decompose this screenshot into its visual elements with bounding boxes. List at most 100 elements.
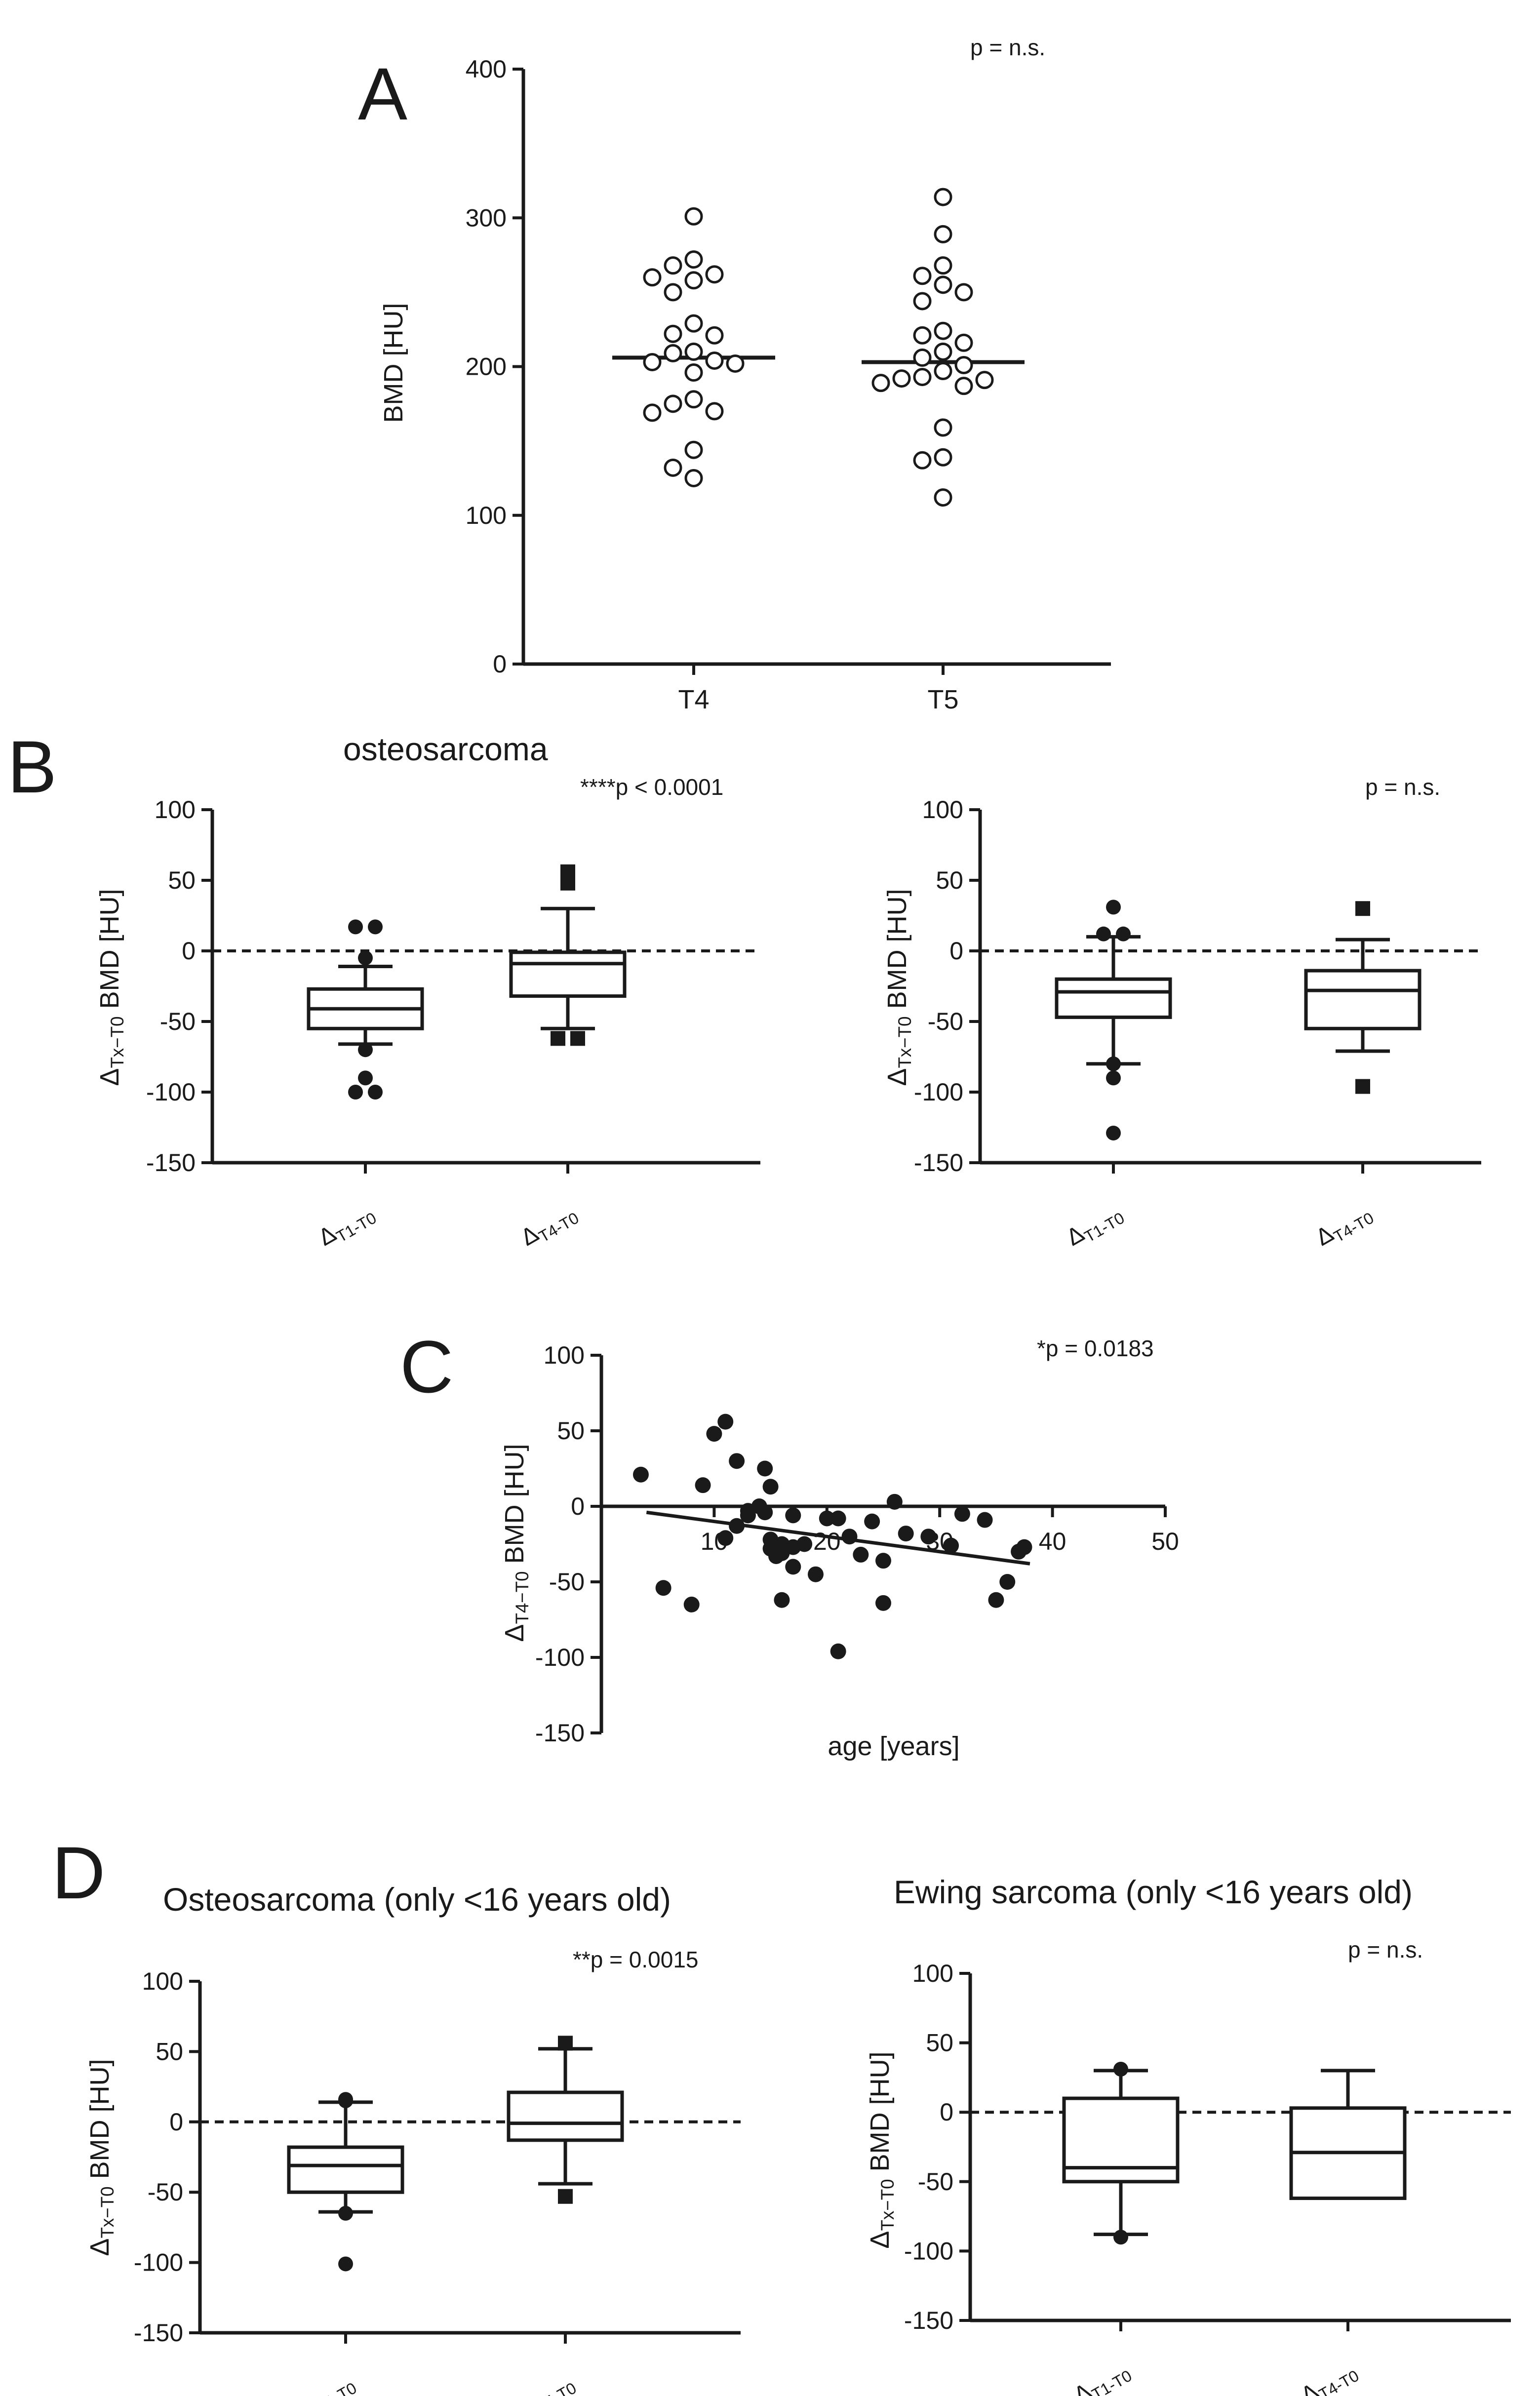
data-point [695,1477,711,1493]
data-point [683,1596,700,1612]
data-point [830,1643,846,1659]
panel-letter-c: C [400,1325,453,1408]
data-point [819,1510,835,1527]
outlier-point [570,1031,585,1046]
outlier-point [358,1042,373,1058]
panel-b-left: -150 -100 -50 0 50 100 osteosarcoma ****p < 0.0… [95,731,760,1254]
outlier-point [1106,1056,1121,1071]
y-tick-label: 0 [182,937,196,965]
x-axis-label: age [years] [828,1731,959,1761]
panel-title: Ewing sarcoma (only <16 years old) [894,1874,1413,1910]
data-point [684,390,703,409]
data-point [913,451,932,470]
outlier-point [368,919,383,935]
outlier-point [1106,1125,1121,1140]
y-tick-label: 0 [949,937,963,965]
data-point [934,225,952,243]
data-point [684,363,703,382]
data-point [934,362,952,381]
data-point [934,342,952,361]
y-axis-label: ΔT4−T0 BMD [HU] [500,1444,532,1642]
y-tick-label: -50 [148,2178,183,2206]
data-point [875,1595,891,1611]
iqr-box [1304,969,1422,1030]
panel-d-left: -150 -100 -50 0 50 100 Osteosarcoma (only <16 … [85,1881,741,2396]
data-point [830,1510,846,1527]
data-point [853,1546,869,1563]
y-axis-label: BMD [HU] [379,303,408,423]
data-point [807,1566,824,1582]
outlier-point [558,2036,573,2051]
y-tick-label: 100 [922,796,963,824]
outlier-point [1355,1079,1370,1094]
data-point [1016,1539,1032,1555]
data-point [664,458,682,477]
data-point [684,271,703,290]
y-tick-label: -100 [146,1078,196,1106]
x-tick-label: ΔT1-T0 [294,2369,360,2396]
panel-letter-d: D [52,1831,105,1914]
data-point [999,1574,1016,1590]
y-tick-label: 0 [940,2098,953,2126]
data-point [684,469,703,487]
p-value-annotation: p = n.s. [1348,1937,1423,1963]
y-tick-label: 100 [912,1960,953,1987]
regression-line [646,1510,1030,1566]
data-point [706,1426,722,1442]
y-tick-label: -150 [535,1719,585,1747]
data-point [864,1513,880,1530]
data-point [954,377,973,395]
panel-b-right: -150 -100 -50 0 50 100 p = n.s. ΔTx−T0 BMD [HU]… [882,774,1481,1254]
y-tick-label: -150 [914,1149,963,1177]
data-point [886,1493,903,1510]
data-point [643,268,662,287]
data-point [757,1460,773,1477]
y-tick-label: 200 [466,353,507,381]
x-tick-label: ΔT1-T0 [1069,2357,1135,2396]
y-axis-label: ΔTx−T0 BMD [HU] [882,889,915,1086]
y-tick-label: 50 [168,866,196,894]
outlier-point [1116,926,1131,942]
y-tick-label: -100 [535,1644,585,1671]
p-value-annotation: p = n.s. [1365,774,1440,800]
data-point [934,488,952,507]
data-point [729,1453,745,1469]
data-point [934,188,952,206]
data-point [988,1592,1004,1608]
iqr-box [507,2090,624,2142]
data-point [705,351,724,370]
y-axis-label: ΔTx−T0 BMD [HU] [95,889,127,1086]
outlier-point [1106,900,1121,915]
y-tick-label: 50 [936,866,963,894]
y-tick-label: -150 [146,1149,196,1177]
data-point [726,354,745,373]
outlier-point [338,2205,353,2221]
x-tick-label: ΔT1-T0 [314,1199,380,1254]
data-point [684,342,703,361]
data-point [913,267,932,285]
outlier-point [358,950,373,966]
y-axis-label: ΔTx−T0 BMD [HU] [85,2059,118,2256]
panel-letter-a: A [358,52,407,135]
data-point [684,314,703,333]
data-point [774,1592,790,1608]
outlier-point [1355,901,1370,916]
data-point [875,1553,891,1569]
data-point [655,1580,671,1596]
data-point [934,448,952,467]
data-point [920,1529,937,1545]
data-point [717,1530,734,1546]
y-tick-label: -50 [549,1568,585,1596]
y-tick-label: 100 [544,1341,585,1369]
panel-title: Osteosarcoma (only <16 years old) [163,1881,671,1918]
y-tick-label: -150 [134,2319,183,2347]
data-point [871,374,890,393]
data-point [664,256,682,275]
x-tick-label: ΔT4-T0 [514,2369,580,2396]
x-tick-label: ΔT1-T0 [1062,1199,1128,1254]
data-point [954,355,973,374]
outlier-point [558,2189,573,2204]
x-tick-label: 20 [813,1528,841,1555]
